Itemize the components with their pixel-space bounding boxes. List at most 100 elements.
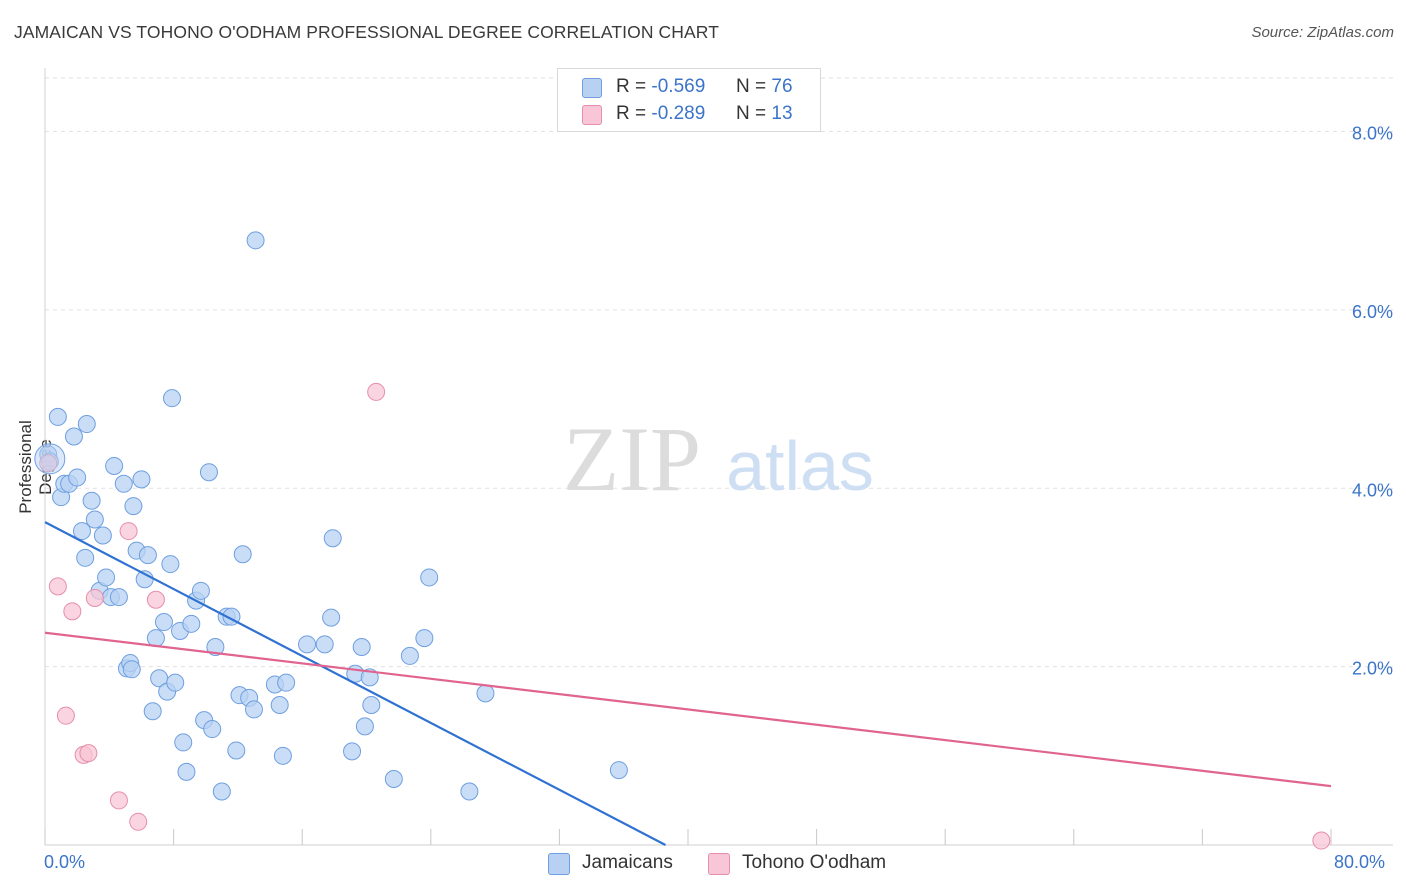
data-point [63, 602, 82, 621]
data-point [384, 770, 403, 789]
data-point [109, 588, 128, 607]
trend-line [44, 521, 667, 846]
swatch-tohono [582, 105, 602, 125]
series-legend: Jamaicans Tohono O'odham [0, 852, 1406, 878]
n-label: N = [736, 76, 767, 97]
data-point [85, 510, 104, 529]
axes [44, 68, 1393, 846]
data-point [124, 497, 143, 516]
data-point [48, 407, 67, 426]
x-tick-label-max: 80.0% [1334, 852, 1386, 872]
data-point [182, 614, 201, 633]
data-point [298, 635, 317, 654]
r-label: R = [616, 76, 647, 97]
data-point [129, 812, 148, 831]
data-point [109, 791, 128, 810]
n-value: 13 [771, 103, 793, 124]
data-point [34, 443, 66, 475]
data-point [48, 577, 67, 596]
data-point [79, 744, 98, 763]
data-point [352, 638, 371, 657]
data-point [85, 588, 104, 607]
data-point [166, 673, 185, 692]
data-point [77, 415, 96, 434]
data-point [146, 590, 165, 609]
data-point [82, 491, 101, 510]
data-point [277, 673, 296, 692]
swatch-tohono [708, 853, 730, 875]
swatch-jamaicans [582, 78, 602, 98]
data-point [367, 382, 386, 401]
data-point [143, 702, 162, 721]
x-tick-label-min: 0.0% [44, 852, 86, 872]
chart-title: JAMAICAN VS TOHONO O'ODHAM PROFESSIONAL … [14, 22, 719, 42]
data-point [400, 646, 419, 665]
swatch-jamaicans [548, 853, 570, 875]
data-point [199, 463, 218, 482]
data-point [97, 568, 116, 587]
data-points [34, 231, 1331, 850]
r-value: -0.569 [651, 76, 706, 97]
data-point [233, 545, 252, 564]
data-point [355, 717, 374, 736]
r-label: R = [616, 103, 647, 124]
data-point [174, 733, 193, 752]
r-value: -0.289 [651, 103, 706, 124]
data-point [76, 548, 95, 567]
data-point [154, 613, 173, 632]
data-point [362, 695, 381, 714]
stats-row-tohono: R = -0.289 N = 13 [558, 103, 820, 129]
y-tick-label: 4.0% [1352, 480, 1393, 500]
data-point [315, 635, 334, 654]
watermark-atlas: atlas [726, 427, 874, 505]
data-point [56, 706, 75, 725]
data-point [227, 741, 246, 760]
trend-lines [44, 521, 1332, 846]
legend-label-jamaicans: Jamaicans [582, 852, 673, 873]
data-point [138, 546, 157, 565]
data-point [162, 389, 181, 408]
data-point [244, 700, 263, 719]
data-point [212, 782, 231, 801]
n-label: N = [736, 103, 767, 124]
data-point [323, 529, 342, 548]
data-point [206, 638, 225, 657]
legend-label-tohono: Tohono O'odham [742, 852, 887, 873]
n-value: 76 [771, 76, 793, 97]
data-point [68, 468, 87, 487]
data-point [1312, 831, 1331, 850]
data-point [105, 456, 124, 475]
y-tick-label: 2.0% [1352, 659, 1393, 679]
data-point [191, 581, 210, 600]
trend-line [44, 631, 1332, 788]
y-tick-label: 8.0% [1352, 124, 1393, 144]
data-point [119, 522, 138, 541]
data-point [161, 555, 180, 574]
watermark: ZIP atlas [563, 408, 874, 510]
data-point [460, 782, 479, 801]
stats-row-jamaicans: R = -0.569 N = 76 [558, 76, 820, 102]
data-point [322, 608, 341, 627]
data-point [203, 720, 222, 739]
data-point [609, 761, 628, 780]
data-point [415, 629, 434, 648]
data-point [270, 695, 289, 714]
source-label: Source: ZipAtlas.com [1251, 24, 1394, 41]
data-point [64, 427, 83, 446]
data-point [476, 684, 495, 703]
data-point [343, 742, 362, 761]
data-point [246, 231, 265, 250]
grid-lines [45, 77, 1393, 668]
data-point [122, 660, 141, 679]
data-point [93, 526, 112, 545]
y-tick-label: 6.0% [1352, 302, 1393, 322]
data-point [177, 762, 196, 781]
data-point [273, 746, 292, 765]
watermark-zip: ZIP [563, 408, 701, 510]
data-point [420, 568, 439, 587]
data-point [146, 629, 165, 648]
data-point [132, 470, 151, 489]
data-point [72, 522, 91, 541]
y-tick-labels: 2.0% 4.0% 6.0% 8.0% [1352, 124, 1393, 679]
